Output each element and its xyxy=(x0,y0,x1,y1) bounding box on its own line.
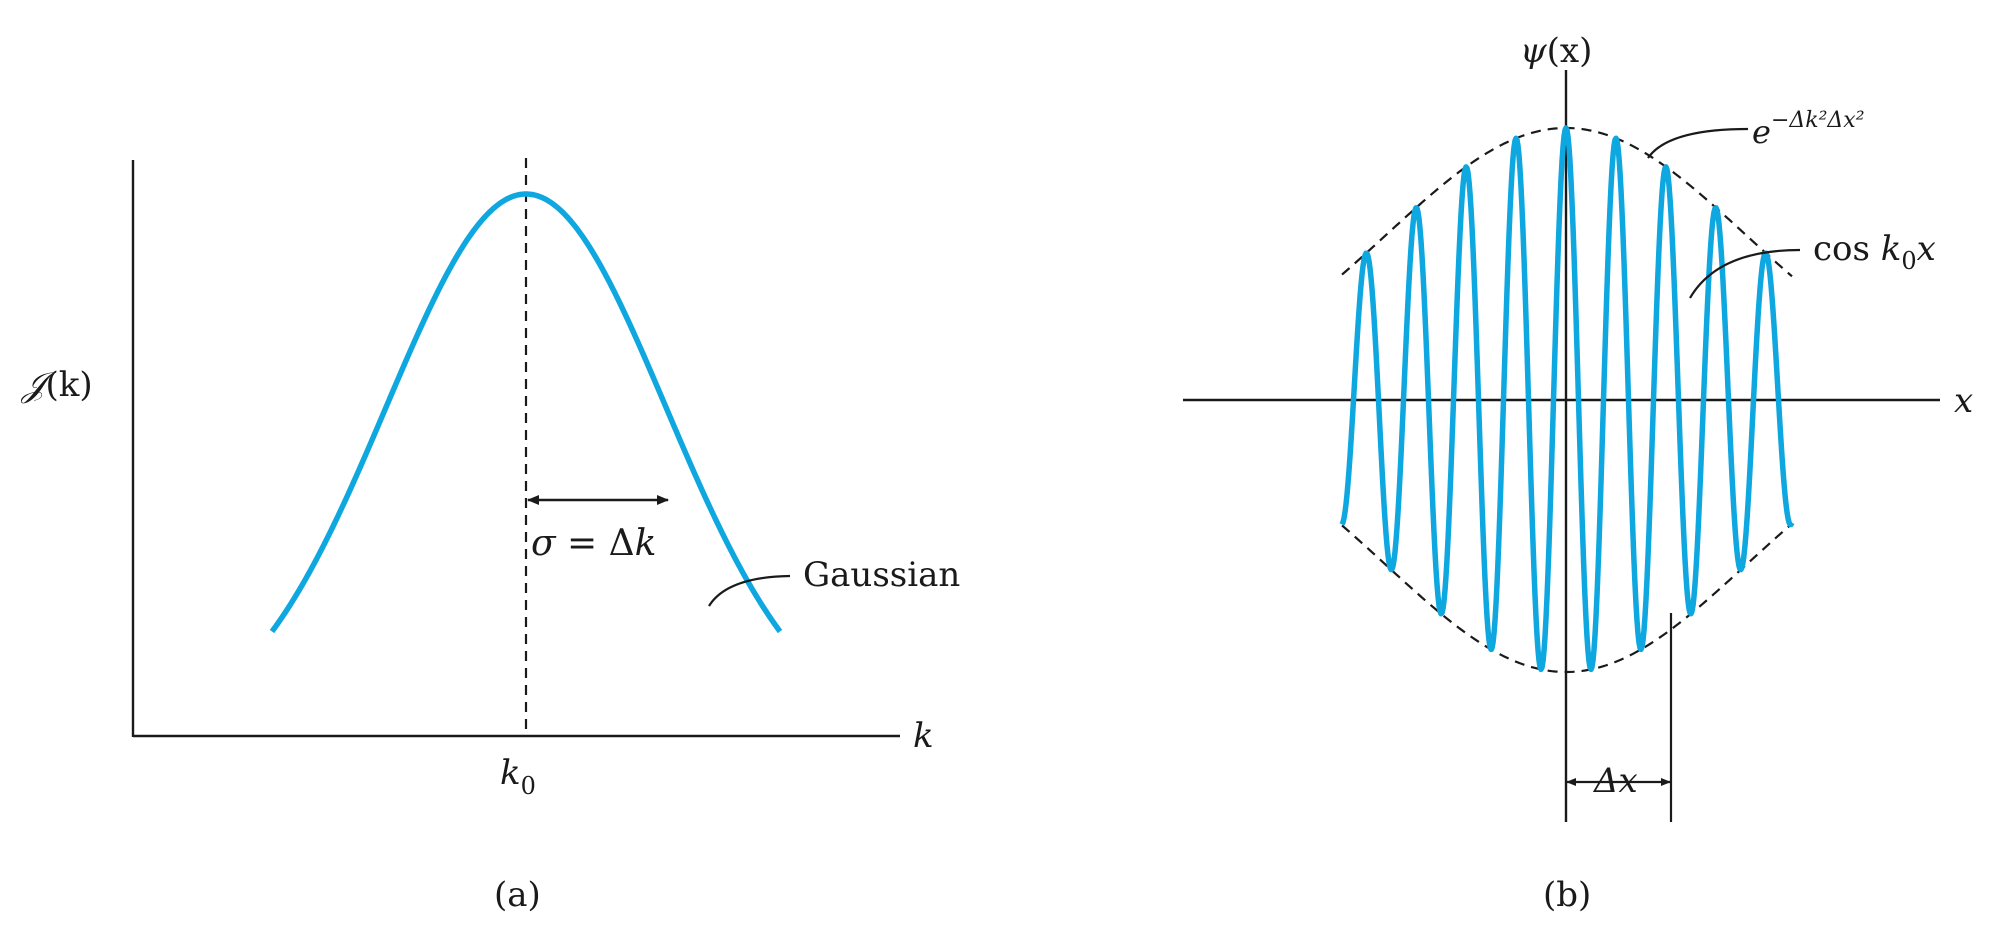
y-label-a-arg: (k) xyxy=(45,365,92,405)
x-label-a: k xyxy=(913,716,934,756)
caption-b: (b) xyxy=(1543,875,1591,915)
sigma-symbol: σ xyxy=(531,523,557,564)
width-label-b: Δx xyxy=(1592,761,1638,801)
cos-label-x: x xyxy=(1917,229,1936,269)
y-label-b: ψ(x) xyxy=(1520,31,1592,71)
cos-label-k: k xyxy=(1881,229,1902,269)
center-label-sub: 0 xyxy=(521,772,536,800)
envelope-leader xyxy=(1647,127,1749,159)
width-label-eq: = Δ xyxy=(556,523,635,564)
gaussian-label: Gaussian xyxy=(803,555,960,595)
envelope-lower xyxy=(1341,522,1793,674)
x-label-b: x xyxy=(1954,381,1973,421)
cos-label-word: cos xyxy=(1813,229,1881,269)
envelope-label-base: e xyxy=(1752,113,1771,151)
center-label-base: k xyxy=(500,753,521,793)
cos-label: cos k0x xyxy=(1813,229,1936,275)
y-label-a: 𝒥(k) xyxy=(20,365,93,405)
width-label-k: k xyxy=(635,523,657,564)
envelope-label-exponent: −Δk²Δx² xyxy=(1771,108,1865,133)
panel-a: 𝒥(k) k k0 σ = Δk Gaussian (a) xyxy=(20,158,960,915)
wave-packet-curve xyxy=(1339,125,1795,673)
psi-symbol: ψ xyxy=(1520,31,1547,71)
cos-leader xyxy=(1689,248,1801,299)
gaussian-curve xyxy=(269,191,783,634)
gaussian-leader xyxy=(708,574,791,607)
y-label-b-arg: (x) xyxy=(1547,31,1593,71)
caption-a: (a) xyxy=(494,875,541,915)
width-label-a: σ = Δk xyxy=(531,523,656,564)
center-label-k0: k0 xyxy=(500,753,536,800)
panel-b: ψ(x) x e−Δk²Δx² cos k0x Δx (b) xyxy=(1183,31,1973,915)
cos-label-sub: 0 xyxy=(1901,247,1916,275)
envelope-label: e−Δk²Δx² xyxy=(1752,108,1865,151)
